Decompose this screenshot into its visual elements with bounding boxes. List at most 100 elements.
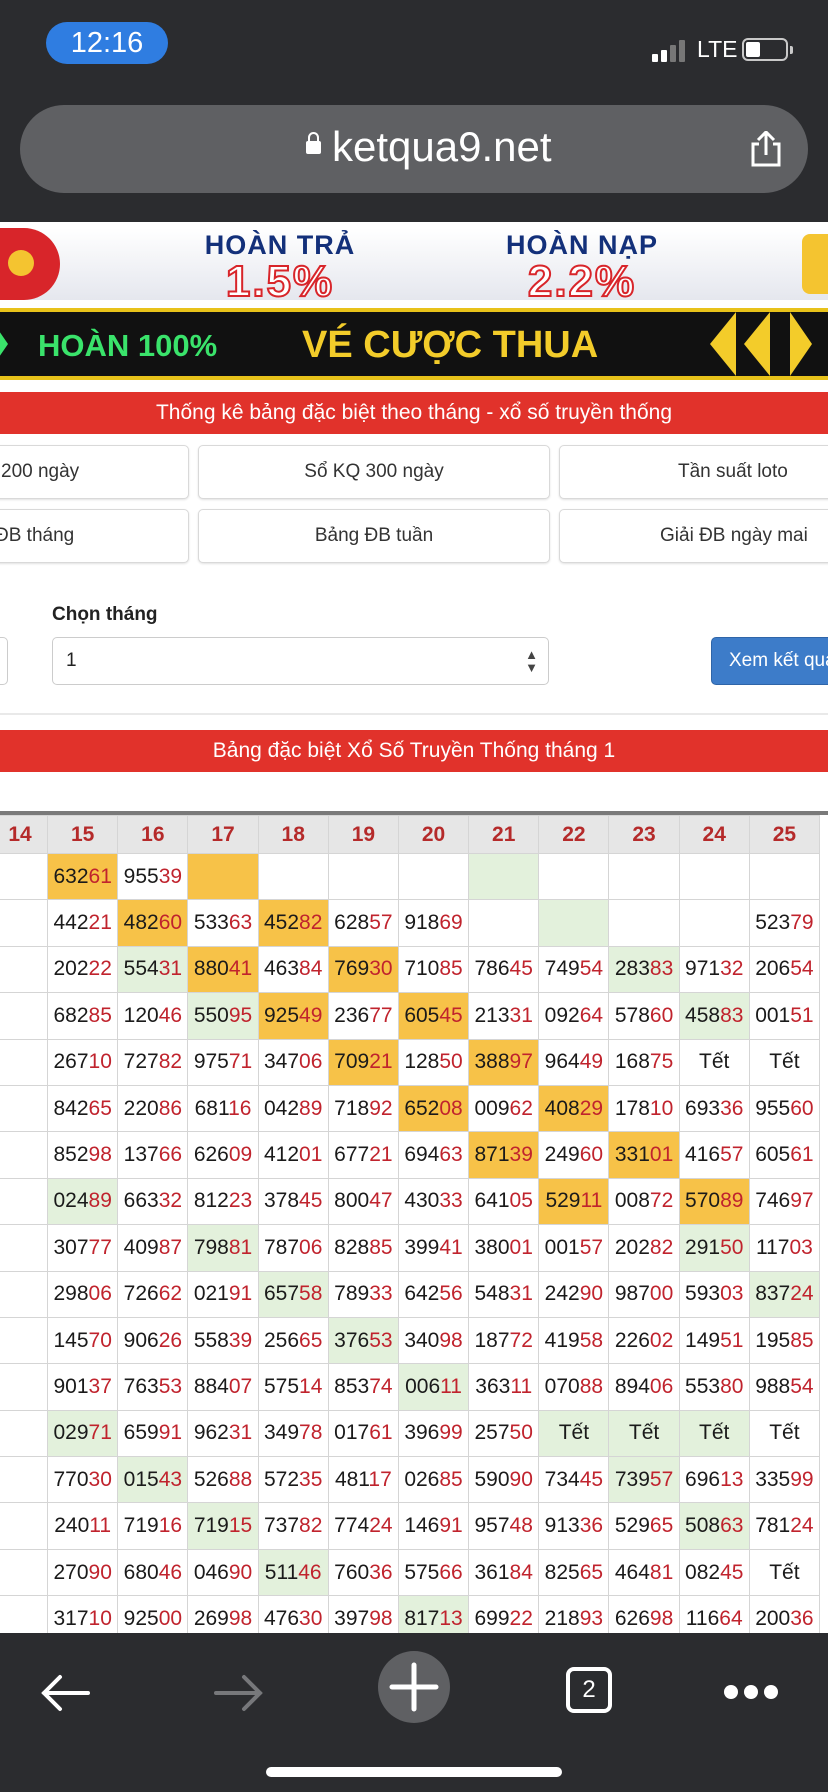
table-cell: 36184 — [468, 1548, 540, 1597]
table-cell: 46384 — [257, 945, 329, 994]
address-bar[interactable]: ketqua9.net — [20, 105, 808, 193]
table-cell — [0, 899, 49, 947]
table-row: 90137 76353 88407 57514 85374 00611 36311 07088… — [0, 1363, 821, 1411]
signal-icon — [652, 40, 688, 62]
promo-banner-refund[interactable]: HOÀN TRẢ 1.5% HOÀN NẠP 2.2% — [0, 228, 828, 300]
table-cell: 73445 — [538, 1456, 610, 1504]
more-icon[interactable] — [724, 1685, 778, 1699]
table-cell: 00157 — [538, 1224, 610, 1272]
table-cell: 62609 — [187, 1131, 259, 1179]
table-cell: 98700 — [608, 1270, 680, 1318]
table-cell — [0, 852, 49, 901]
nav-db-week[interactable]: Bảng ĐB tuần — [198, 509, 550, 563]
status-time: 12:16 — [46, 22, 168, 64]
table-cell: 82565 — [538, 1548, 610, 1597]
table-cell: 91869 — [397, 899, 470, 947]
nav-200-days[interactable]: 200 ngày — [0, 445, 189, 499]
table-cell: 76930 — [327, 945, 399, 994]
table-cell — [608, 852, 680, 901]
table-cell — [468, 852, 540, 901]
table-title: Bảng đặc biệt Xổ Số Truyền Thống tháng 1 — [0, 730, 828, 772]
nav-loto-frequency[interactable]: Tần suất loto — [559, 445, 828, 499]
table-cell: 59303 — [678, 1270, 750, 1318]
year-select[interactable] — [0, 637, 8, 685]
browser-header: ketqua9.net — [0, 88, 828, 222]
table-cell: 20654 — [748, 945, 821, 994]
table-cell: 73782 — [257, 1502, 329, 1550]
table-cell: 82885 — [327, 1224, 399, 1272]
table-cell: 41201 — [257, 1131, 329, 1179]
share-icon[interactable] — [747, 131, 785, 167]
table-row: 84265 22086 68116 04289 71892 65208 00962 40829… — [0, 1084, 821, 1133]
nav-300-days[interactable]: Sổ KQ 300 ngày — [198, 445, 550, 499]
table-cell: 11664 — [678, 1595, 750, 1633]
table-cell: 34706 — [257, 1038, 329, 1086]
table-row: 14570 90626 55839 25665 37653 34098 18772 41958… — [0, 1316, 821, 1365]
table-cell: 63261 — [47, 852, 119, 901]
tabs-button[interactable]: 2 — [566, 1667, 612, 1713]
table-cell: 47630 — [257, 1595, 329, 1633]
table-cell — [0, 1084, 49, 1133]
table-cell — [468, 899, 540, 947]
table-cell — [538, 899, 610, 947]
table-cell: 02971 — [47, 1409, 119, 1458]
table-cell: 41958 — [538, 1316, 610, 1365]
table-cell: 95539 — [117, 852, 189, 901]
table-cell: 00611 — [397, 1363, 470, 1411]
cashback-title: VÉ CƯỢC THUA — [302, 324, 599, 366]
table-cell — [0, 1548, 49, 1597]
month-select-label: Chọn tháng — [52, 604, 158, 625]
table-cell: 62698 — [608, 1595, 680, 1633]
table-cell: 14951 — [678, 1316, 750, 1365]
table-cell — [0, 1409, 49, 1458]
table-cell: 34098 — [397, 1316, 470, 1365]
table-cell: 90137 — [47, 1363, 119, 1411]
table-cell: 69922 — [468, 1595, 540, 1633]
table-cell: 44221 — [47, 899, 119, 947]
table-row: 24011 71916 71915 73782 77424 14691 95748 91336… — [0, 1502, 821, 1550]
back-icon[interactable] — [38, 1673, 92, 1713]
nav-db-tomorrow[interactable]: Giải ĐB ngày mai — [559, 509, 828, 563]
table-cell: 24290 — [538, 1270, 610, 1318]
table-cell: 14570 — [47, 1316, 119, 1365]
chevron-right-icon — [790, 312, 812, 376]
results-table-container[interactable]: 14 15 16 17 18 19 20 21 22 23 24 25 63261 95539 44221… — [0, 811, 828, 1633]
table-cell — [0, 1363, 49, 1411]
table-cell: Tết — [608, 1409, 680, 1458]
table-cell: 17810 — [608, 1084, 680, 1133]
nav-db-month[interactable]: ĐB tháng — [0, 509, 189, 563]
table-cell: 01543 — [117, 1456, 189, 1504]
table-cell — [0, 1502, 49, 1550]
table-cell: 39699 — [397, 1409, 470, 1458]
column-header: 14 — [0, 815, 49, 854]
table-cell: 72662 — [117, 1270, 189, 1318]
table-cell: 02489 — [47, 1177, 119, 1226]
table-cell: 28383 — [608, 945, 680, 994]
table-cell — [0, 1456, 49, 1504]
table-cell — [0, 945, 49, 994]
table-cell — [0, 1270, 49, 1318]
month-select[interactable]: 1 ▲ ▼ — [52, 637, 549, 685]
section-title: Thống kê bảng đặc biệt theo tháng - xổ s… — [0, 392, 828, 434]
table-cell: 16875 — [608, 1038, 680, 1086]
view-results-button[interactable]: Xem kết quả — [711, 637, 828, 685]
column-header: 21 — [468, 815, 540, 854]
column-header: 18 — [257, 815, 329, 854]
table-cell: 69463 — [397, 1131, 470, 1179]
promo-banner-cashback[interactable]: HOÀN 100% VÉ CƯỢC THUA — [0, 308, 828, 380]
table-cell: 33599 — [748, 1456, 821, 1504]
table-cell: 55839 — [187, 1316, 259, 1365]
table-row: 85298 13766 62609 41201 67721 69463 87139 24960… — [0, 1131, 821, 1179]
table-cell: 04690 — [187, 1548, 259, 1597]
forward-icon[interactable] — [212, 1673, 266, 1713]
table-row: 44221 48260 53363 45282 62857 91869 52379 — [0, 899, 821, 947]
column-header: 22 — [538, 815, 610, 854]
browser-toolbar: 2 — [0, 1633, 828, 1792]
table-cell: 87139 — [468, 1131, 540, 1179]
table-cell: 07088 — [538, 1363, 610, 1411]
table-cell: 95560 — [748, 1084, 821, 1133]
table-cell: 24011 — [47, 1502, 119, 1550]
table-cell: 70921 — [327, 1038, 399, 1086]
new-tab-button[interactable] — [378, 1651, 450, 1723]
